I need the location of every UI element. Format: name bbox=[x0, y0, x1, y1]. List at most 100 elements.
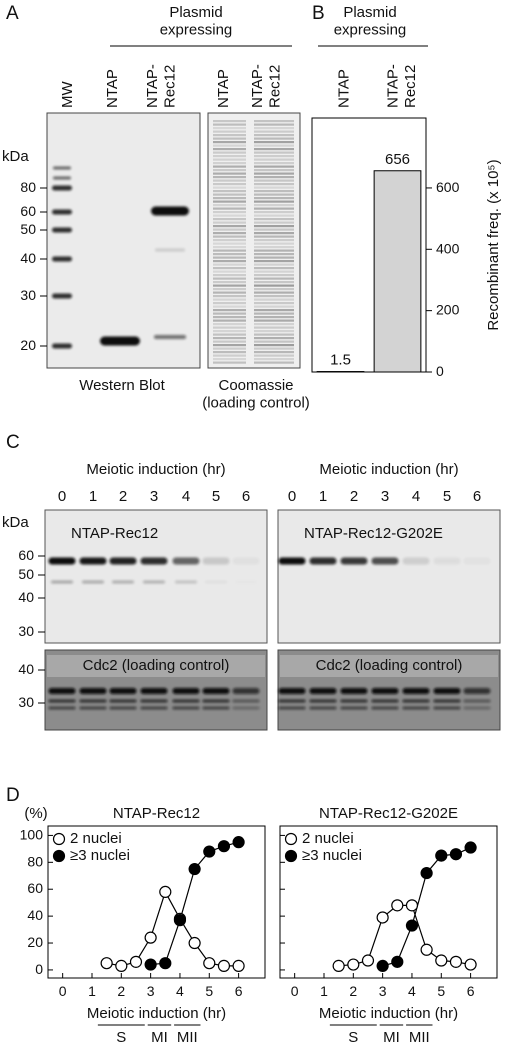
stain-band bbox=[213, 120, 246, 123]
data-point bbox=[391, 955, 404, 968]
stain-band bbox=[254, 263, 294, 266]
stain-band bbox=[254, 295, 294, 298]
control-band bbox=[202, 706, 230, 710]
data-point bbox=[405, 899, 419, 912]
x-tick-label: 3 bbox=[147, 983, 155, 999]
stain-band bbox=[213, 183, 246, 186]
stain-band bbox=[213, 249, 246, 252]
stain-band bbox=[213, 323, 246, 326]
protein-band bbox=[79, 557, 107, 565]
data-point bbox=[173, 914, 187, 927]
data-point bbox=[449, 848, 463, 861]
stain-band bbox=[254, 148, 294, 151]
stain-band bbox=[254, 190, 294, 193]
y-tick-label: 60 bbox=[27, 880, 43, 896]
stain-band bbox=[254, 361, 294, 364]
marker-label: 20 bbox=[20, 337, 36, 353]
protein-band bbox=[402, 557, 430, 565]
control-band bbox=[232, 699, 260, 703]
stain-band bbox=[254, 347, 294, 350]
stain-band bbox=[213, 239, 246, 242]
stain-band bbox=[213, 207, 246, 210]
stain-band bbox=[254, 249, 294, 252]
control-band bbox=[463, 688, 491, 694]
ladder-band bbox=[52, 293, 72, 299]
category-label: NTAP bbox=[335, 69, 352, 108]
series-line bbox=[106, 890, 239, 967]
data-point bbox=[188, 936, 201, 950]
stain-band bbox=[254, 281, 294, 284]
control-band bbox=[433, 699, 461, 703]
axis-label: Meiotic induction (hr) bbox=[319, 461, 458, 478]
stain-band bbox=[254, 144, 294, 147]
caption: Coomassie (loading control) bbox=[202, 377, 310, 411]
legend-marker bbox=[284, 849, 298, 863]
control-band bbox=[278, 688, 306, 694]
x-tick-label: 5 bbox=[205, 983, 213, 999]
stain-band bbox=[213, 288, 246, 291]
control-band bbox=[48, 706, 76, 710]
chart-title: NTAP-Rec12-G202E bbox=[319, 805, 458, 822]
control-band bbox=[340, 688, 368, 694]
stain-band bbox=[254, 309, 294, 312]
stain-band bbox=[254, 130, 294, 133]
stain-band bbox=[254, 277, 294, 280]
lane-label: 3 bbox=[150, 488, 158, 505]
y-tick-label: 400 bbox=[436, 240, 460, 256]
data-point bbox=[376, 959, 389, 972]
stain-band bbox=[213, 351, 246, 354]
gel-title: Cdc2 (loading control) bbox=[83, 657, 230, 674]
control-band bbox=[109, 688, 137, 694]
data-point bbox=[217, 959, 231, 972]
protein-band bbox=[143, 580, 165, 584]
header: Plasmid expressing bbox=[160, 4, 233, 38]
protein-band bbox=[205, 580, 227, 584]
stain-band bbox=[213, 155, 246, 158]
protein-band bbox=[202, 557, 230, 565]
marker-label: 40 bbox=[18, 661, 34, 677]
stain-band bbox=[213, 151, 246, 154]
stain-band bbox=[213, 186, 246, 189]
stain-band bbox=[254, 141, 294, 144]
stain-band bbox=[254, 197, 294, 200]
phase-label: MI bbox=[383, 1029, 400, 1046]
stain-band bbox=[213, 141, 246, 144]
panel-label: A bbox=[6, 3, 19, 24]
x-tick-label: 2 bbox=[117, 983, 125, 999]
lane-label: NTAP-Rec12 bbox=[144, 64, 178, 108]
stain-band bbox=[254, 239, 294, 242]
stain-band bbox=[254, 158, 294, 161]
phase-label: S bbox=[348, 1029, 358, 1046]
x-tick-label: 6 bbox=[235, 983, 243, 999]
stain-band bbox=[254, 221, 294, 224]
stain-band bbox=[213, 179, 246, 182]
stain-band bbox=[254, 211, 294, 214]
legend-label: ≥3 nuclei bbox=[302, 847, 362, 864]
lane-label: 6 bbox=[242, 488, 250, 505]
stain-band bbox=[254, 326, 294, 329]
stain-band bbox=[213, 165, 246, 168]
stain-band bbox=[213, 333, 246, 336]
stain-band bbox=[254, 351, 294, 354]
ladder-band bbox=[52, 227, 72, 233]
stain-band bbox=[254, 186, 294, 189]
control-band bbox=[340, 706, 368, 710]
protein-band bbox=[278, 557, 306, 565]
stain-band bbox=[254, 267, 294, 270]
plot-frame bbox=[47, 825, 266, 979]
stain-band bbox=[213, 127, 246, 130]
stain-band bbox=[213, 267, 246, 270]
series-line bbox=[338, 904, 471, 967]
stain-band bbox=[213, 305, 246, 308]
data-point bbox=[332, 959, 345, 972]
legend-label: 2 nuclei bbox=[302, 830, 354, 847]
stain-band bbox=[254, 319, 294, 322]
y-tick-label: 0 bbox=[35, 961, 43, 977]
protein-band bbox=[140, 557, 168, 565]
stain-band bbox=[213, 246, 246, 249]
stain-band bbox=[213, 319, 246, 322]
stain-band bbox=[254, 288, 294, 291]
stain-band bbox=[254, 253, 294, 256]
y-tick-label: 40 bbox=[27, 907, 43, 923]
